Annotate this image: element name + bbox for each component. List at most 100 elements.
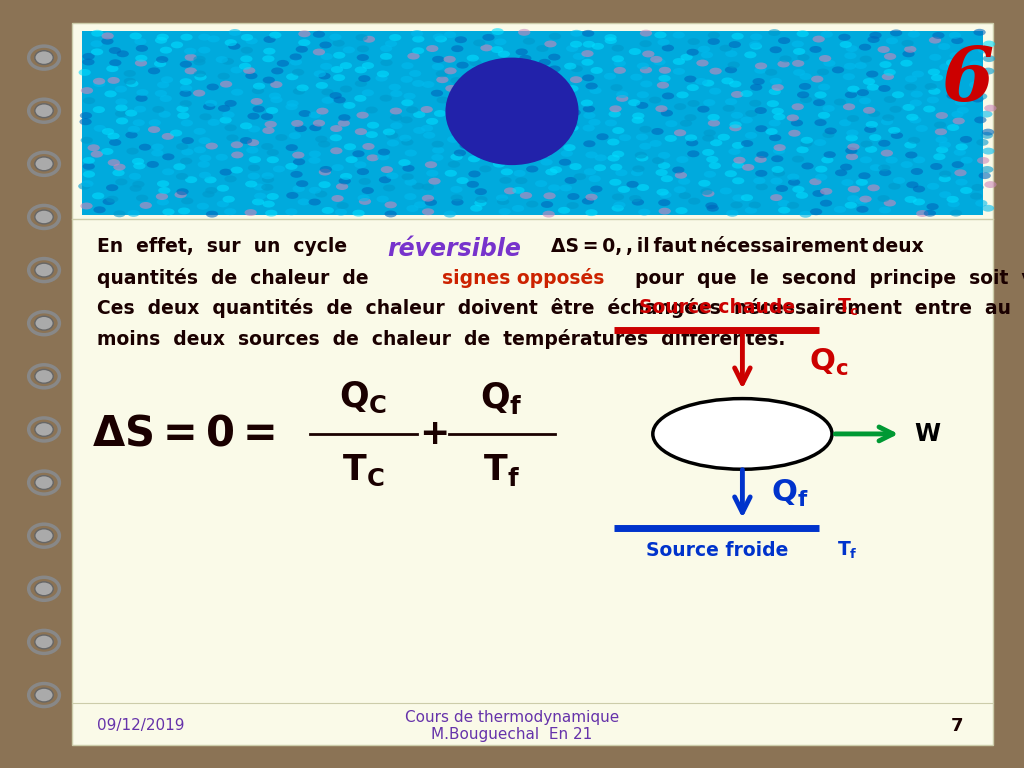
- Ellipse shape: [687, 151, 699, 157]
- Ellipse shape: [108, 77, 120, 84]
- Ellipse shape: [929, 54, 941, 61]
- Ellipse shape: [286, 163, 298, 170]
- Ellipse shape: [194, 71, 206, 78]
- Text: W: W: [914, 422, 940, 446]
- Ellipse shape: [132, 158, 144, 165]
- Ellipse shape: [500, 177, 512, 184]
- Ellipse shape: [539, 151, 551, 157]
- Ellipse shape: [399, 134, 412, 141]
- Ellipse shape: [566, 103, 579, 110]
- Ellipse shape: [199, 47, 211, 54]
- Ellipse shape: [195, 74, 207, 81]
- Ellipse shape: [900, 60, 912, 67]
- Ellipse shape: [358, 75, 371, 82]
- Ellipse shape: [702, 80, 715, 87]
- Ellipse shape: [612, 127, 625, 134]
- Ellipse shape: [205, 177, 217, 184]
- Ellipse shape: [977, 157, 989, 164]
- Ellipse shape: [35, 210, 53, 224]
- Ellipse shape: [869, 164, 882, 171]
- Ellipse shape: [820, 31, 833, 38]
- Ellipse shape: [702, 190, 715, 197]
- Ellipse shape: [248, 164, 260, 171]
- Ellipse shape: [771, 155, 783, 162]
- Ellipse shape: [980, 111, 992, 118]
- Ellipse shape: [246, 38, 258, 45]
- Ellipse shape: [974, 117, 986, 124]
- Ellipse shape: [822, 105, 835, 112]
- Ellipse shape: [444, 31, 457, 38]
- Ellipse shape: [366, 131, 378, 138]
- Ellipse shape: [908, 137, 921, 144]
- Ellipse shape: [946, 196, 958, 203]
- Ellipse shape: [934, 121, 946, 128]
- Ellipse shape: [770, 177, 782, 184]
- Ellipse shape: [272, 166, 285, 173]
- Ellipse shape: [241, 34, 253, 41]
- Ellipse shape: [361, 187, 374, 194]
- Ellipse shape: [404, 179, 417, 186]
- Ellipse shape: [982, 205, 994, 212]
- Ellipse shape: [951, 69, 964, 76]
- Ellipse shape: [514, 118, 526, 125]
- Ellipse shape: [744, 51, 757, 58]
- Ellipse shape: [592, 43, 604, 50]
- Ellipse shape: [658, 199, 671, 206]
- Ellipse shape: [261, 172, 273, 179]
- Ellipse shape: [367, 154, 379, 161]
- Ellipse shape: [330, 92, 342, 99]
- Ellipse shape: [101, 38, 114, 45]
- Ellipse shape: [80, 112, 92, 119]
- Ellipse shape: [847, 144, 859, 151]
- Ellipse shape: [252, 88, 264, 94]
- Ellipse shape: [819, 55, 831, 62]
- Ellipse shape: [792, 103, 804, 110]
- Text: 6: 6: [942, 45, 993, 117]
- Ellipse shape: [333, 40, 345, 47]
- Ellipse shape: [628, 99, 640, 106]
- Ellipse shape: [184, 54, 197, 61]
- Ellipse shape: [495, 141, 507, 148]
- Ellipse shape: [793, 69, 805, 76]
- Ellipse shape: [136, 89, 148, 96]
- Ellipse shape: [293, 185, 305, 192]
- Ellipse shape: [809, 46, 821, 53]
- Ellipse shape: [910, 91, 923, 98]
- Ellipse shape: [845, 202, 857, 209]
- Ellipse shape: [847, 115, 859, 122]
- Ellipse shape: [924, 210, 936, 217]
- Ellipse shape: [205, 100, 217, 107]
- Ellipse shape: [496, 131, 508, 138]
- Ellipse shape: [884, 200, 896, 207]
- Ellipse shape: [482, 34, 495, 41]
- Ellipse shape: [296, 84, 308, 91]
- Ellipse shape: [946, 83, 958, 90]
- Ellipse shape: [104, 91, 117, 98]
- Ellipse shape: [361, 89, 374, 96]
- Ellipse shape: [610, 84, 623, 91]
- Ellipse shape: [860, 157, 872, 164]
- Ellipse shape: [541, 159, 553, 166]
- Ellipse shape: [174, 191, 186, 198]
- Ellipse shape: [970, 193, 982, 200]
- Ellipse shape: [674, 129, 686, 136]
- Ellipse shape: [176, 188, 188, 195]
- Ellipse shape: [708, 114, 720, 121]
- Ellipse shape: [613, 201, 626, 208]
- Ellipse shape: [162, 208, 174, 215]
- Ellipse shape: [180, 84, 193, 91]
- Ellipse shape: [725, 98, 737, 105]
- Ellipse shape: [93, 207, 105, 214]
- Text: $\mathit{\mathbf{Q_f}}$: $\mathit{\mathbf{Q_f}}$: [480, 380, 523, 415]
- Ellipse shape: [315, 190, 328, 197]
- Ellipse shape: [703, 130, 716, 137]
- Ellipse shape: [478, 132, 490, 139]
- Ellipse shape: [982, 147, 994, 154]
- Ellipse shape: [401, 174, 414, 180]
- Ellipse shape: [865, 121, 878, 128]
- Ellipse shape: [253, 184, 265, 190]
- Ellipse shape: [584, 112, 596, 119]
- Ellipse shape: [275, 134, 288, 141]
- Ellipse shape: [776, 185, 788, 192]
- Ellipse shape: [708, 31, 720, 38]
